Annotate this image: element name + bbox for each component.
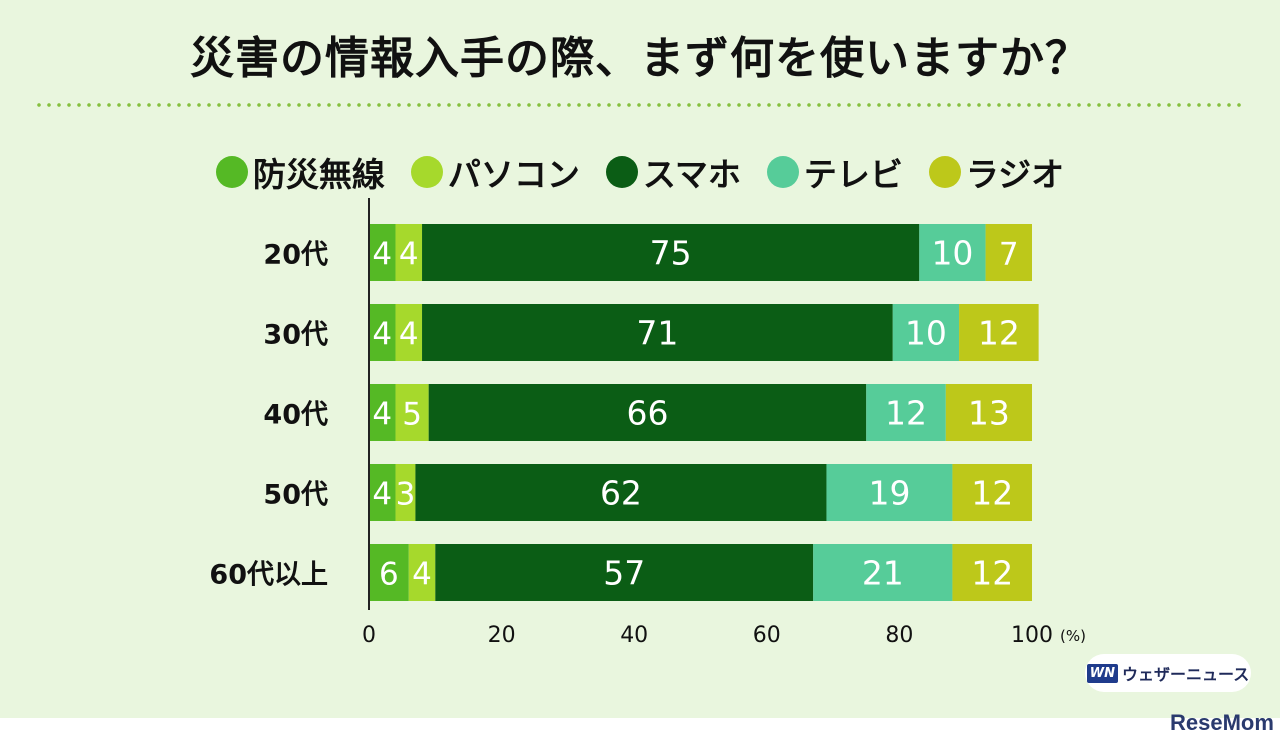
bar-segment <box>866 384 946 441</box>
bar-segment <box>919 224 986 281</box>
data-label: 6 <box>379 557 399 593</box>
bar-segment <box>395 224 423 281</box>
data-label: 7 <box>999 237 1019 273</box>
bar-segment <box>985 224 1032 281</box>
bar-segment <box>395 304 423 361</box>
legend-item: テレビ <box>766 148 903 196</box>
weathernews-label: ウェザーニュース <box>1122 665 1250 684</box>
bar-segment <box>813 544 953 601</box>
data-label: 62 <box>600 474 642 513</box>
legend-item: スマホ <box>605 148 741 196</box>
legend-label: ラジオ <box>965 155 1065 194</box>
bar-segment <box>826 464 953 521</box>
bar-segment <box>395 464 416 521</box>
data-label: 13 <box>968 394 1010 433</box>
legend-item: 防災無線 <box>215 148 385 196</box>
x-tick-label: 40 <box>620 623 648 648</box>
bar-segment <box>422 304 893 361</box>
data-label: 19 <box>868 474 910 513</box>
x-tick-label: 20 <box>488 623 516 648</box>
bar-segment <box>959 304 1039 361</box>
data-label: 5 <box>402 397 422 433</box>
legend-swatch <box>928 156 961 188</box>
bar-segment <box>369 304 396 361</box>
legend-label: パソコン <box>447 155 580 194</box>
chart-canvas: 災害の情報入手の際、まず何を使いますか？ 防災無線 パソコン スマホ テレビ ラジオ 2… <box>0 0 1280 718</box>
bar-segment <box>395 384 429 441</box>
resemom-logo: ReseMom <box>1170 710 1274 735</box>
x-tick-label: 80 <box>885 623 913 648</box>
bar-segment <box>408 544 436 601</box>
x-tick-label: 0 <box>362 623 376 648</box>
chart-title: 災害の情報入手の際、まず何を使いますか？ <box>190 33 1090 84</box>
dotted-divider <box>34 103 1246 107</box>
data-label: 4 <box>372 317 392 353</box>
data-label: 12 <box>971 554 1013 593</box>
legend-label: テレビ <box>803 155 903 194</box>
data-label: 10 <box>931 234 973 273</box>
category-label: 20代 <box>263 240 328 271</box>
data-label: 10 <box>905 314 947 353</box>
bar-segment <box>369 384 396 441</box>
data-label: 3 <box>396 477 416 513</box>
bar-segment <box>428 384 867 441</box>
data-label: 4 <box>372 397 392 433</box>
data-label: 12 <box>971 474 1013 513</box>
legend-swatch <box>410 156 443 188</box>
data-label: 4 <box>412 557 432 593</box>
data-label: 4 <box>372 237 392 273</box>
data-label: 12 <box>978 314 1020 353</box>
data-label: 75 <box>650 234 692 273</box>
bar-segment <box>892 304 960 361</box>
legend-item: ラジオ <box>928 148 1065 196</box>
legend-label: スマホ <box>642 155 741 194</box>
x-tick-label: 100 <box>1011 623 1053 648</box>
data-label: 12 <box>885 394 927 433</box>
legend: 防災無線 パソコン スマホ テレビ ラジオ <box>0 148 1280 196</box>
data-label: 71 <box>636 314 678 353</box>
legend-label: 防災無線 <box>252 155 385 194</box>
legend-item: パソコン <box>410 148 580 196</box>
category-label: 60代以上 <box>209 560 328 591</box>
bar-segment <box>945 384 1032 441</box>
legend-swatch <box>766 156 799 188</box>
bar-segment <box>369 544 409 601</box>
data-label: 4 <box>399 237 419 273</box>
data-label: 57 <box>603 554 645 593</box>
category-label: 50代 <box>263 480 328 511</box>
bar-segment <box>369 224 396 281</box>
data-label: 66 <box>626 394 668 433</box>
weathernews-logo-icon: WN <box>1086 663 1119 683</box>
unit-label: (%) <box>1060 627 1086 645</box>
category-label: 30代 <box>263 320 328 351</box>
bar-segment <box>435 544 814 601</box>
data-label: 4 <box>399 317 419 353</box>
data-label: 4 <box>372 477 392 513</box>
category-label: 40代 <box>263 400 328 431</box>
legend-swatch <box>215 156 248 188</box>
bar-segment <box>422 224 920 281</box>
legend-swatch <box>605 156 638 188</box>
x-tick-label: 60 <box>753 623 781 648</box>
bar-segment <box>952 464 1032 521</box>
bar-segment <box>952 544 1032 601</box>
data-label: 21 <box>862 554 904 593</box>
bar-segment <box>369 464 396 521</box>
weathernews-badge: WN ウェザーニュース <box>1085 654 1251 692</box>
bar-segment <box>415 464 827 521</box>
